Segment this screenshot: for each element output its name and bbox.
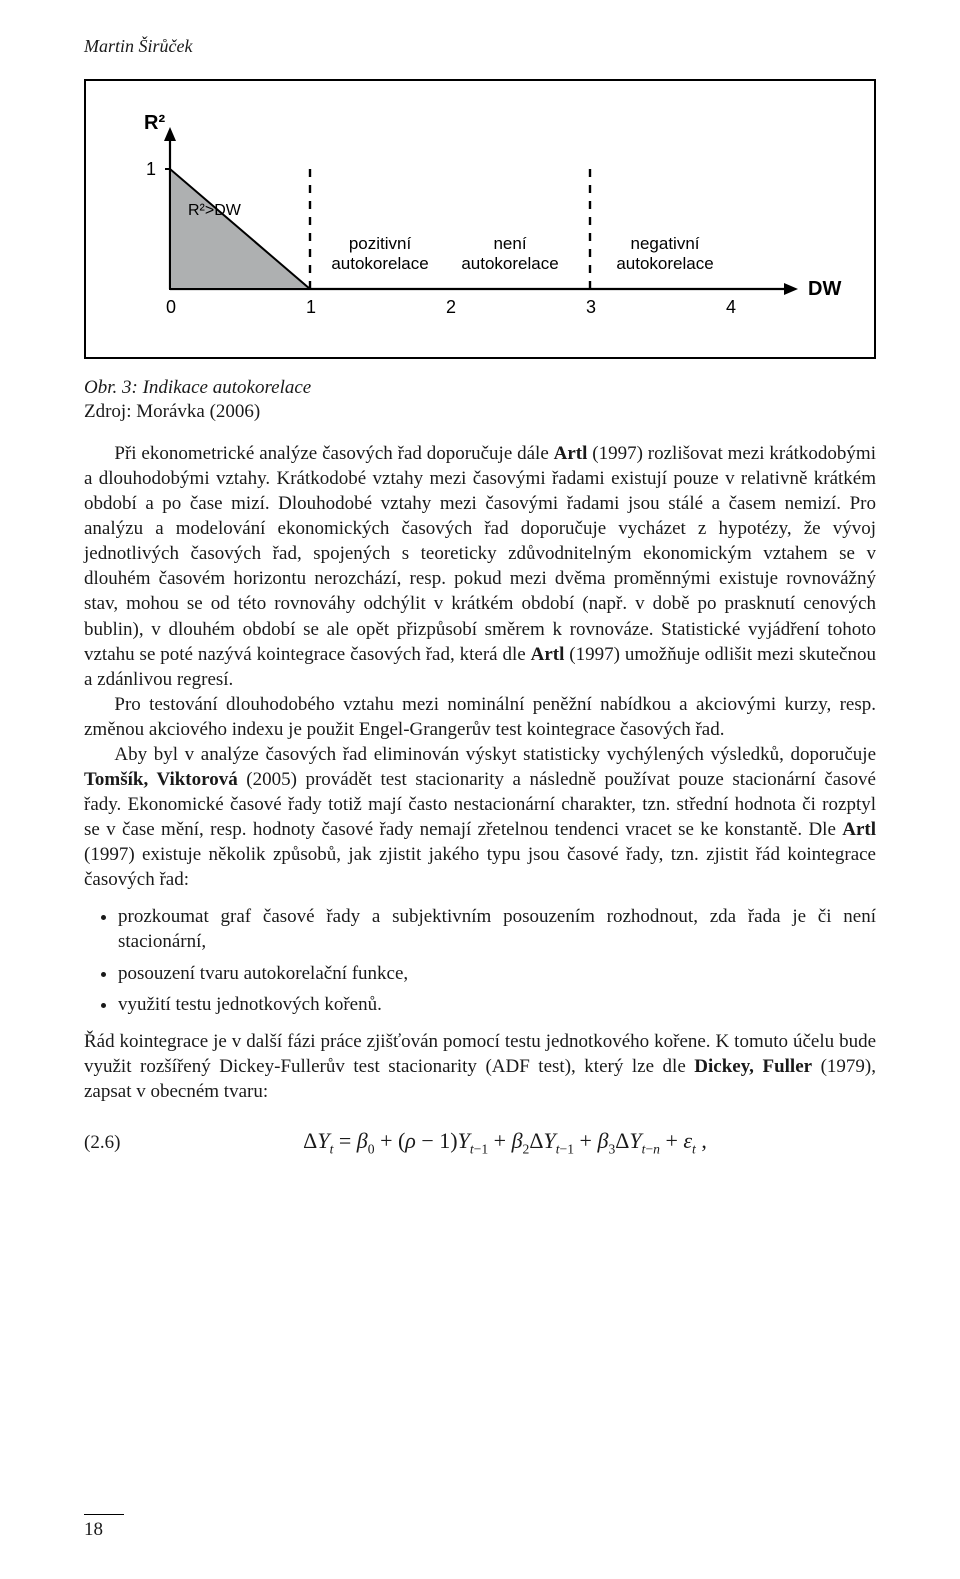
paragraph-3: Aby byl v analýze časových řad eliminová…	[84, 742, 876, 892]
method-list: prozkoumat graf časové řady a subjektivn…	[84, 904, 876, 1016]
x-tick-1: 1	[306, 297, 316, 317]
dw-autocorrelation-svg: R² 1 DW 0 1 2 3 4 R²>DW	[100, 99, 860, 335]
equation-number: (2.6)	[84, 1132, 194, 1154]
body-text: Při ekonometrické analýze časových řad d…	[84, 441, 876, 892]
x-tick-2: 2	[446, 297, 456, 317]
x-tick-4: 4	[726, 297, 736, 317]
paragraph-1: Při ekonometrické analýze časových řad d…	[84, 441, 876, 692]
after-bullets: Řád kointegrace je v další fázi práce zj…	[84, 1029, 876, 1104]
zone-positive-l1: pozitivní	[349, 234, 412, 253]
equation-body: ΔYt = β0 + (ρ − 1)Yt−1 + β2ΔYt−1 + β3ΔYt…	[194, 1128, 816, 1157]
paragraph-after-bullets: Řád kointegrace je v další fázi práce zj…	[84, 1029, 876, 1104]
r2-greater-dw-triangle	[170, 169, 310, 289]
zone-positive-l2: autokorelace	[331, 254, 428, 273]
y-axis-arrow-icon	[164, 127, 176, 141]
figure-dw-autocorrelation: R² 1 DW 0 1 2 3 4 R²>DW	[84, 79, 876, 359]
figure-source: Zdroj: Morávka (2006)	[84, 401, 876, 423]
zone-none-l1: není	[493, 234, 526, 253]
zone-none-l2: autokorelace	[461, 254, 558, 273]
triangle-label: R²>DW	[188, 202, 242, 219]
x-ticks: 0 1 2 3 4	[166, 297, 736, 317]
x-tick-3: 3	[586, 297, 596, 317]
bullet-item: využití testu jednotkových kořenů.	[118, 992, 876, 1017]
zone-negative-l1: negativní	[631, 234, 700, 253]
paragraph-2: Pro testování dlouhodobého vztahu mezi n…	[84, 692, 876, 742]
x-tick-0: 0	[166, 297, 176, 317]
running-head: Martin Širůček	[84, 36, 876, 57]
x-axis-label: DW	[808, 278, 841, 300]
x-axis-arrow-icon	[784, 283, 798, 295]
page-number: 18	[84, 1514, 124, 1541]
bullet-item: prozkoumat graf časové řady a subjektivn…	[118, 904, 876, 954]
zone-labels: pozitivní autokorelace není autokorelace…	[331, 234, 713, 273]
bullet-item: posouzení tvaru autokorelační funkce,	[118, 961, 876, 986]
equation-2-6: (2.6) ΔYt = β0 + (ρ − 1)Yt−1 + β2ΔYt−1 +…	[84, 1128, 876, 1157]
zone-negative-l2: autokorelace	[616, 254, 713, 273]
y-tick-label: 1	[146, 159, 156, 179]
y-axis-label: R²	[144, 112, 165, 134]
page: Martin Širůček R² 1 DW 0 1 2 3 4	[0, 0, 960, 1579]
figure-caption: Obr. 3: Indikace autokorelace	[84, 377, 876, 399]
